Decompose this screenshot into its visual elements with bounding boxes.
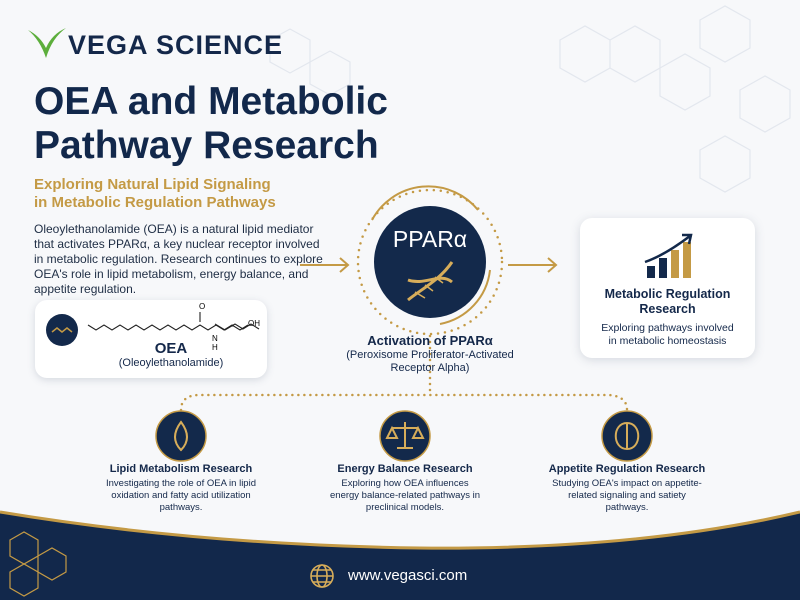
dotted-ring — [356, 188, 504, 336]
receptor-badge — [374, 206, 486, 318]
globe-icon — [310, 564, 334, 588]
molecule-chain — [87, 312, 260, 331]
atom: OH — [248, 319, 260, 328]
atom: N — [212, 334, 218, 343]
dna-icon — [407, 261, 454, 302]
outcome-card — [580, 218, 755, 358]
brand: Vega Science — [68, 30, 284, 60]
connector — [179, 393, 629, 412]
footer-band — [0, 512, 800, 600]
footer-hex — [9, 531, 67, 597]
receptor-title: Activation of PPARα — [367, 333, 493, 348]
molecule-name: OEA — [154, 340, 188, 357]
title: OEA and Metabolic Pathway Research — [34, 80, 388, 167]
receptor-badge-text: PPARα — [392, 226, 468, 252]
outcome-text: Exploring pathways involved in metabolic… — [601, 322, 734, 347]
chart-icon — [644, 233, 693, 278]
intro: Oleoylethanolamide (OEA) is a natural li… — [34, 222, 323, 296]
atom: H — [212, 343, 218, 352]
atom: O — [199, 302, 205, 311]
subtitle: Exploring Natural Lipid Signaling in Met… — [34, 176, 276, 211]
area-title: Energy Balance Research — [337, 463, 473, 475]
area-text: Exploring how OEA influences energy bala… — [330, 478, 480, 513]
area-text: Studying OEA's impact on appetite-relate… — [552, 478, 702, 513]
molecule-icon — [46, 314, 78, 346]
area-title: Lipid Metabolism Research — [109, 463, 253, 475]
leaf-logo — [28, 28, 66, 58]
receptor-subtitle: (Peroxisome Proliferator-Activated Recep… — [346, 349, 514, 374]
hex-network — [269, 5, 791, 193]
molecule-card — [35, 300, 267, 378]
area-title: Appetite Regulation Research — [548, 463, 706, 475]
arrows — [300, 257, 558, 273]
website[interactable]: www.vegasci.com — [348, 567, 468, 584]
area-icons — [155, 410, 653, 462]
area-text: Investigating the role of OEA in lipid o… — [106, 478, 256, 513]
molecule-full-name: (Oleoylethanolamide) — [118, 357, 224, 369]
outcome-title: Metabolic Regulation Research — [604, 287, 731, 316]
